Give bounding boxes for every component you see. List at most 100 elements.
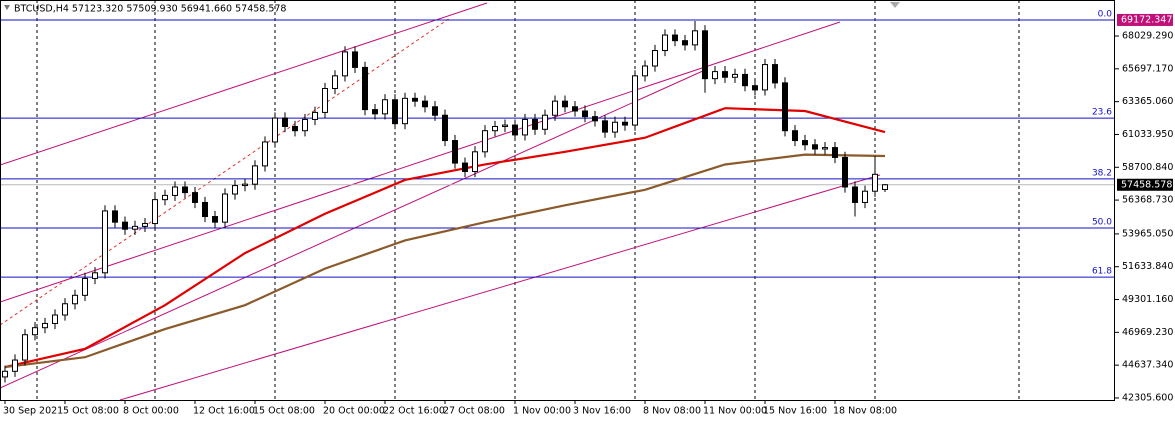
level-label: 61.8 [1092,267,1112,277]
y-tick-label: 46969.230 [1122,327,1173,338]
candle-body [862,190,868,203]
candle-body [702,30,708,80]
candle-body [392,99,398,125]
candle-body [282,117,288,127]
candle-body [22,334,28,361]
candle-body [402,97,408,125]
candle-body [202,201,208,218]
candle-body [212,216,218,223]
candle-body [232,185,238,195]
candle-body [712,71,718,80]
candle-body [572,106,578,112]
candle-body [462,162,468,173]
candle-body [72,294,78,305]
x-tick-label: 18 Nov 08:00 [833,406,897,417]
candle-body [292,125,298,132]
candle-body [792,130,798,142]
candle-body [492,125,498,132]
candle-body [132,225,138,230]
y-tick-label: 53965.050 [1122,228,1173,239]
candle-body [382,99,388,115]
candle-body [632,75,638,126]
price-label: 57458.578 [1121,179,1172,190]
candle-body [352,51,358,68]
shift-marker [890,2,900,8]
candle-body [602,120,608,133]
candle-body [542,114,548,130]
price-tag [1117,178,1173,191]
candle-body [562,100,568,108]
candle-body [2,370,8,378]
candle-body [142,223,148,227]
level-label: 23.6 [1092,108,1112,118]
candle-body [182,186,188,194]
chart-title: BTCUSD,H4 57123.320 57509.930 56941.660 … [14,4,286,15]
candle-body [682,40,688,46]
y-tick-label: 51633.840 [1122,261,1173,272]
y-tick-label: 44637.340 [1122,360,1173,371]
x-tick-label: 12 Oct 16:00 [193,406,255,417]
candle-body [152,199,158,225]
x-tick-label: 3 Nov 16:00 [573,406,631,417]
candle-body [332,75,338,89]
candle-body [42,322,48,329]
candle-body [592,116,598,122]
candle-body [122,221,128,230]
y-tick-label: 56368.730 [1122,195,1173,206]
x-tick-label: 11 Nov 00:00 [703,406,767,417]
candle-body [102,210,108,274]
candle-body [362,66,368,111]
y-tick-label: 61033.950 [1122,129,1173,140]
candle-body [272,117,278,143]
level-label: 38.2 [1092,168,1112,178]
candle-body [522,118,528,136]
candle-body [262,141,268,167]
candle-body [612,121,618,133]
candle-body [322,87,328,113]
x-tick-label: 20 Oct 00:00 [323,406,385,417]
x-tick-label: 8 Nov 08:00 [643,406,701,417]
y-tick-label: 42305.600 [1122,392,1173,403]
candle-body [452,140,458,164]
candle-body [582,110,588,118]
candle-body [112,210,118,223]
candle-body [802,140,808,146]
candle-body [732,73,738,78]
candle-body [192,192,198,203]
title-icon [4,5,10,10]
candle-body [782,82,788,132]
candle-body [412,97,418,102]
level-price-label: 69172.347 [1121,14,1172,25]
candle-body [12,359,18,372]
candle-body [622,121,628,126]
candle-body [372,109,378,115]
candle-body [252,165,258,185]
candle-body [92,272,98,279]
candle-body [662,34,668,52]
plot-border [0,0,1115,401]
candle-body [752,85,758,91]
candle-body [512,124,518,136]
candle-body [812,144,818,150]
candle-body [342,51,348,77]
candle-body [442,114,448,142]
y-tick-label: 68029.290 [1122,31,1173,42]
candle-body [652,50,658,67]
candle-body [832,147,838,158]
x-tick-label: 8 Oct 00:00 [123,406,179,417]
candle-body [872,173,878,192]
candle-body [82,277,88,296]
candle-body [242,183,248,187]
candle-body [882,184,888,190]
candle-body [672,34,678,42]
candle-body [842,156,848,188]
candle-body [472,151,478,173]
candle-body [852,186,858,203]
y-tick-label: 65697.170 [1122,63,1173,74]
moving-average [4,107,886,369]
y-tick-label: 49301.160 [1122,294,1173,305]
candle-body [772,64,778,84]
x-tick-label: 22 Oct 16:00 [383,406,445,417]
